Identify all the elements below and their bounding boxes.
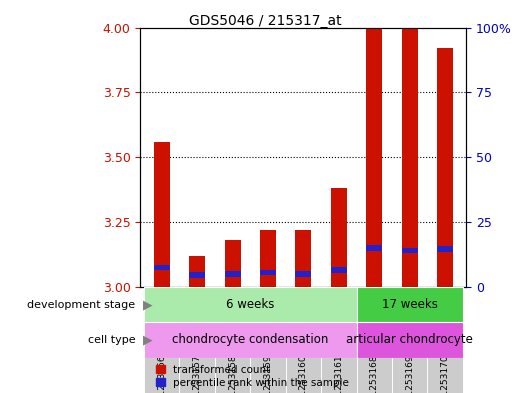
Text: GSM1253156: GSM1253156 — [157, 354, 166, 393]
Text: chondrocyte condensation: chondrocyte condensation — [172, 333, 329, 347]
Bar — [402, 28, 418, 287]
Text: GSM1253159: GSM1253159 — [263, 354, 272, 393]
Bar — [189, 256, 205, 287]
Bar — [260, 270, 276, 275]
Bar — [154, 141, 170, 287]
FancyBboxPatch shape — [357, 292, 392, 393]
Text: GDS5046 / 215317_at: GDS5046 / 215317_at — [189, 14, 341, 28]
Text: articular chondrocyte: articular chondrocyte — [346, 333, 473, 347]
Bar — [144, 322, 357, 358]
Bar — [331, 188, 347, 287]
Bar — [154, 264, 170, 270]
Bar — [357, 322, 463, 358]
Bar — [357, 287, 463, 322]
FancyBboxPatch shape — [392, 292, 427, 393]
Text: cell type: cell type — [87, 335, 135, 345]
Bar — [295, 230, 312, 287]
FancyBboxPatch shape — [250, 292, 286, 393]
FancyBboxPatch shape — [215, 292, 250, 393]
Text: GSM1253161: GSM1253161 — [334, 354, 343, 393]
Bar — [225, 271, 241, 277]
Bar — [144, 287, 357, 322]
Text: ▶: ▶ — [143, 333, 153, 347]
FancyBboxPatch shape — [286, 292, 321, 393]
Text: 17 weeks: 17 weeks — [382, 298, 438, 311]
Text: GSM1253168: GSM1253168 — [370, 354, 379, 393]
Text: GSM1253157: GSM1253157 — [192, 354, 201, 393]
Bar — [331, 267, 347, 273]
Bar — [366, 245, 382, 251]
Text: GSM1253170: GSM1253170 — [440, 354, 449, 393]
Text: GSM1253169: GSM1253169 — [405, 354, 414, 393]
Text: ▶: ▶ — [143, 298, 153, 311]
Bar — [402, 248, 418, 253]
Bar — [295, 271, 312, 277]
FancyBboxPatch shape — [321, 292, 357, 393]
Bar — [437, 246, 453, 252]
Text: 6 weeks: 6 weeks — [226, 298, 275, 311]
Bar — [225, 240, 241, 287]
Bar — [437, 48, 453, 287]
Bar — [260, 230, 276, 287]
Text: GSM1253160: GSM1253160 — [299, 354, 308, 393]
Legend: transformed count, percentile rank within the sample: transformed count, percentile rank withi… — [156, 365, 349, 388]
Bar — [366, 28, 382, 287]
FancyBboxPatch shape — [144, 292, 180, 393]
Bar — [189, 272, 205, 278]
Text: GSM1253158: GSM1253158 — [228, 354, 237, 393]
FancyBboxPatch shape — [180, 292, 215, 393]
FancyBboxPatch shape — [427, 292, 463, 393]
Text: development stage: development stage — [27, 299, 135, 310]
